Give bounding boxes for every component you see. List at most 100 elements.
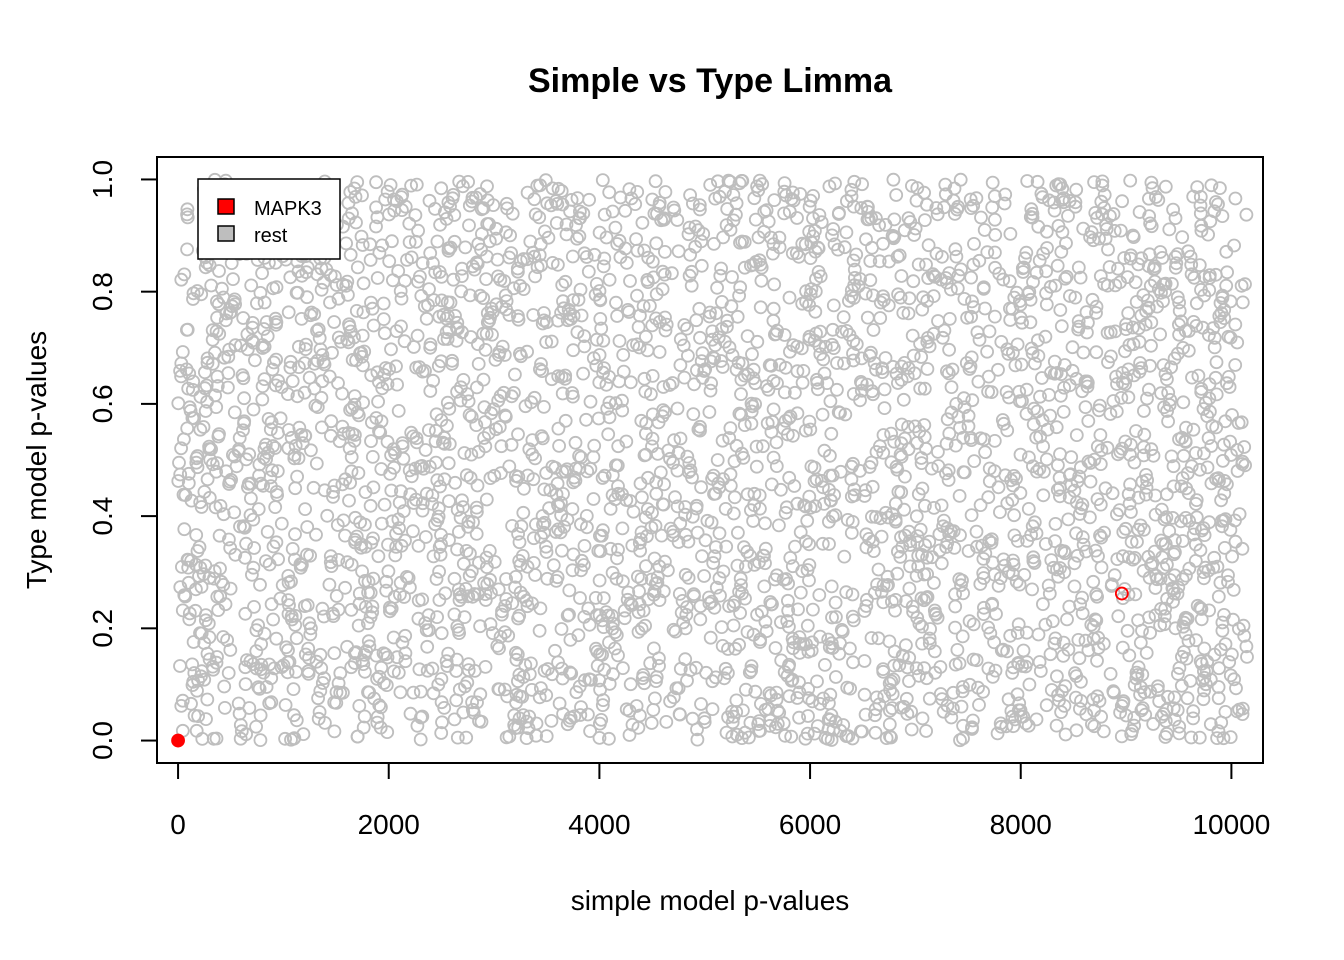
- point-rest: [312, 705, 327, 719]
- point-rest: [371, 374, 386, 389]
- point-rest: [343, 247, 358, 262]
- point-rest: [356, 276, 371, 291]
- point-rest: [212, 264, 226, 278]
- point-rest: [1155, 537, 1170, 551]
- point-rest: [535, 509, 550, 523]
- point-rest: [216, 630, 231, 644]
- point-rest: [327, 269, 342, 284]
- point-rest: [654, 528, 669, 543]
- point-rest: [324, 414, 339, 429]
- point-rest: [253, 708, 268, 723]
- point-rest: [316, 609, 331, 624]
- point-rest: [779, 572, 793, 586]
- point-rest: [854, 374, 868, 389]
- point-rest: [431, 677, 446, 692]
- point-rest: [180, 242, 195, 257]
- point-rest: [582, 192, 596, 207]
- point-rest: [869, 362, 883, 377]
- point-rest: [1117, 251, 1132, 265]
- point-rest: [446, 272, 461, 287]
- point-rest: [1036, 488, 1051, 503]
- point-rest: [632, 340, 647, 355]
- point-rest: [649, 311, 663, 326]
- point-rest: [1186, 527, 1201, 542]
- point-rest: [1228, 358, 1243, 372]
- point-rest: [1071, 633, 1086, 647]
- point-rest: [1063, 289, 1077, 303]
- point-rest: [937, 513, 951, 528]
- point-rest: [1166, 594, 1180, 609]
- point-rest: [649, 236, 664, 251]
- point-rest: [390, 377, 405, 392]
- point-rest: [876, 595, 891, 610]
- point-rest: [1172, 661, 1187, 675]
- point-rest: [311, 711, 326, 726]
- point-rest: [398, 654, 413, 669]
- point-rest: [343, 402, 358, 417]
- point-rest: [631, 569, 645, 584]
- point-rest: [948, 620, 962, 635]
- point-rest: [1189, 633, 1203, 648]
- point-rest: [996, 416, 1011, 431]
- point-rest: [551, 369, 566, 384]
- point-rest: [1134, 703, 1149, 718]
- point-rest: [1162, 222, 1177, 237]
- point-rest: [421, 423, 436, 438]
- point-rest: [766, 246, 780, 261]
- point-rest: [314, 420, 329, 435]
- point-rest: [682, 456, 697, 470]
- point-rest: [1063, 467, 1078, 482]
- point-rest: [525, 433, 540, 448]
- point-rest: [558, 413, 573, 428]
- point-rest: [197, 365, 212, 380]
- point-rest: [939, 436, 954, 451]
- point-rest: [247, 600, 261, 614]
- point-rest: [573, 204, 587, 219]
- point-rest: [905, 178, 919, 193]
- point-rest: [317, 483, 332, 498]
- point-rest: [423, 340, 438, 355]
- point-rest: [297, 385, 312, 400]
- point-rest: [985, 670, 1000, 684]
- point-rest: [1101, 242, 1115, 257]
- point-rest: [820, 376, 834, 391]
- point-rest: [1220, 477, 1234, 492]
- point-rest: [595, 471, 610, 485]
- point-rest: [532, 210, 547, 225]
- point-rest: [1009, 285, 1024, 300]
- point-rest: [280, 665, 295, 680]
- point-rest: [1139, 480, 1154, 495]
- point-rest: [1053, 489, 1067, 504]
- point-rest: [1106, 207, 1121, 221]
- point-rest: [1051, 458, 1065, 473]
- point-rest: [932, 527, 947, 541]
- point-rest: [754, 273, 769, 288]
- point-rest: [511, 427, 525, 442]
- point-rest: [872, 254, 887, 269]
- point-rest: [194, 287, 209, 302]
- point-rest: [482, 234, 497, 249]
- point-rest: [750, 607, 764, 622]
- point-rest: [709, 540, 723, 554]
- point-rest: [528, 269, 542, 284]
- point-rest: [171, 396, 186, 411]
- point-rest: [354, 229, 369, 244]
- point-rest: [1068, 666, 1082, 681]
- point-rest: [323, 295, 337, 310]
- point-rest: [915, 711, 930, 726]
- point-rest: [288, 609, 303, 623]
- point-rest: [1145, 181, 1160, 196]
- point-rest: [525, 683, 539, 697]
- point-rest: [1056, 649, 1071, 663]
- point-rest: [350, 175, 365, 190]
- point-rest: [588, 287, 603, 302]
- point-rest: [892, 248, 907, 263]
- point-mapk3: [1114, 586, 1129, 601]
- point-rest: [448, 308, 462, 323]
- point-rest: [574, 563, 588, 578]
- point-rest: [479, 492, 494, 507]
- point-rest: [970, 325, 985, 340]
- point-rest: [306, 480, 321, 495]
- point-rest: [539, 539, 553, 554]
- point-rest: [478, 587, 493, 601]
